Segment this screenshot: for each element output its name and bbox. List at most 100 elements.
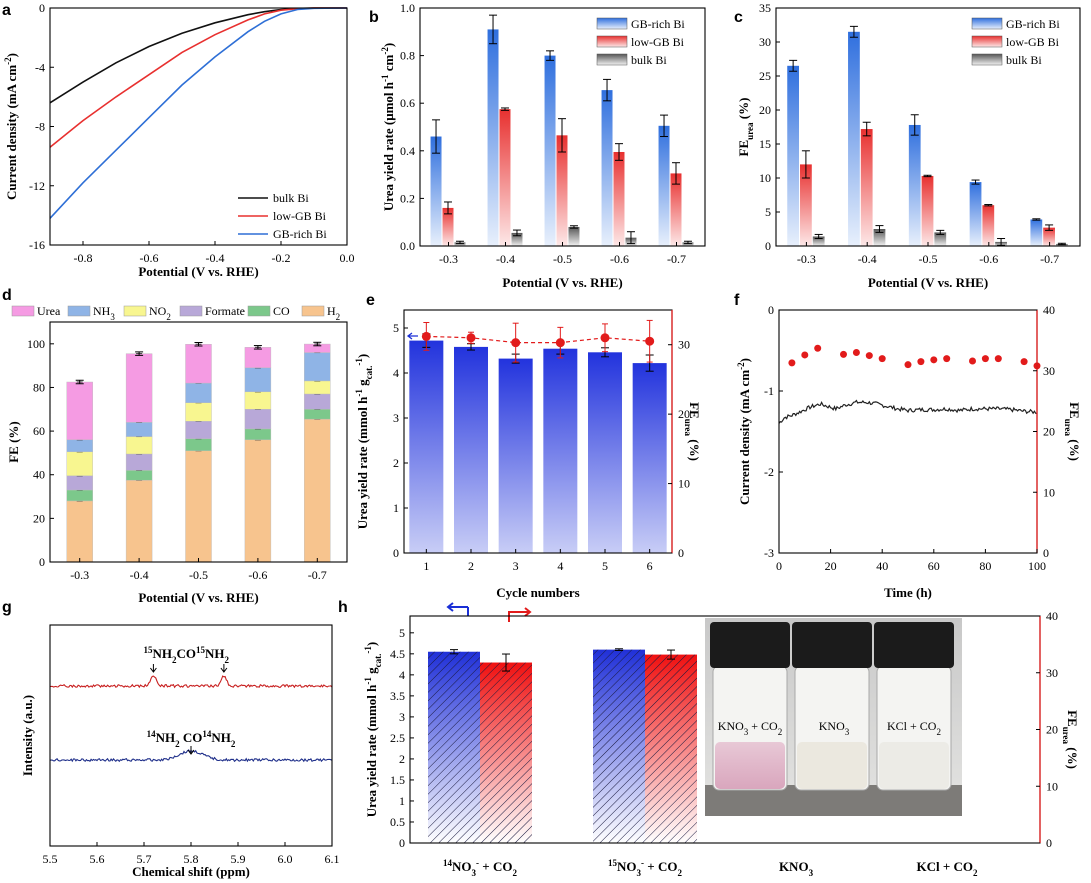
- legend-swatch: [596, 53, 628, 66]
- label-part: 3: [472, 868, 477, 878]
- label-part: + CO: [644, 859, 677, 874]
- bar: [787, 65, 800, 246]
- arrow-down-icon: [220, 664, 228, 673]
- legend-label: GB-rich Bi: [1006, 17, 1060, 31]
- label-part: cm: [381, 55, 396, 75]
- label-part: 15: [608, 858, 618, 868]
- stacked-segment: [125, 422, 153, 437]
- bar: [982, 205, 995, 246]
- x-tick-label: -0.4: [496, 252, 515, 266]
- label-part: Formate: [205, 304, 245, 318]
- label-part: 2: [936, 727, 941, 737]
- label-part: Chemical shift (ppm): [132, 864, 250, 879]
- label-part: 3: [845, 727, 850, 737]
- label-part: -1: [363, 677, 373, 685]
- axis-label: Potential (V vs. RHE): [868, 275, 988, 290]
- bar: [543, 348, 578, 553]
- axis-label: Cycle numbers: [496, 585, 579, 600]
- legend-label: bulk Bi: [273, 191, 309, 205]
- label-part: (%): [1067, 436, 1082, 461]
- y-tick-label: 4.5: [390, 647, 405, 661]
- stacked-segment: [66, 451, 93, 477]
- legend-label: low-GB Bi: [1006, 35, 1060, 49]
- legend-swatch: [596, 35, 628, 48]
- x-tick-label: 4: [557, 559, 563, 573]
- legend-label: Formate: [205, 304, 245, 318]
- label-part: FE: [1067, 402, 1082, 419]
- stacked-segment: [304, 418, 331, 563]
- x-tick-label: -0.4: [858, 252, 877, 266]
- label-part: -1: [380, 74, 390, 82]
- bar: [430, 136, 442, 246]
- fe-point: [981, 355, 989, 363]
- legend-swatch: [971, 35, 1003, 48]
- stacked-segment: [244, 391, 272, 410]
- label-part: 3: [809, 868, 814, 878]
- y-tick-label: 20: [678, 407, 690, 421]
- stacked-segment: [125, 353, 153, 423]
- label-part: Urea yield rate (mmol h: [364, 684, 379, 817]
- x-tick-label: -0.7: [308, 568, 327, 582]
- y-tick-label: 20: [759, 103, 771, 117]
- y-tick-label: 1: [393, 501, 399, 515]
- current-trace: [778, 399, 1037, 424]
- x-tick-label: 5.6: [90, 852, 105, 866]
- axis-label: FEurea (%): [736, 98, 755, 157]
- bar-hatch: [428, 651, 480, 843]
- fe-dashed-line: [426, 335, 650, 344]
- fe-point: [852, 349, 860, 357]
- label-part: NH: [205, 646, 225, 661]
- bar: [499, 109, 511, 247]
- x-tick-label: 5.5: [43, 852, 58, 866]
- stacked-segment: [185, 402, 212, 422]
- y-tick-label: 15: [759, 137, 771, 151]
- bar: [860, 129, 873, 246]
- bar: [632, 363, 667, 553]
- label-part: 2: [225, 655, 230, 665]
- stacked-segment: [244, 428, 272, 441]
- y-tick-label: 0: [1046, 836, 1052, 850]
- stacked-segment: [66, 381, 93, 441]
- label-part: NH: [153, 646, 173, 661]
- label-part: -: [641, 858, 644, 868]
- bar: [613, 151, 625, 246]
- label-part: 2: [172, 655, 177, 665]
- x-tick-label: 15NO3- + CO2: [608, 858, 682, 878]
- y-tick-label: 5: [765, 205, 771, 219]
- fe-point: [878, 355, 886, 363]
- axis-label: Time (h): [884, 585, 932, 600]
- axis-label: Current density (mA cm-2): [736, 358, 752, 505]
- legend-swatch: [971, 17, 1003, 30]
- label-part: 15: [144, 645, 154, 655]
- legend-label: GB-rich Bi: [631, 17, 685, 31]
- legend-swatch: [123, 305, 147, 317]
- bar: [800, 164, 812, 246]
- stacked-segment: [66, 500, 93, 563]
- bar: [934, 232, 947, 246]
- fe-point: [801, 351, 809, 359]
- y-tick-label: 0: [39, 555, 45, 569]
- axis-label: Potential (V vs. RHE): [502, 275, 622, 290]
- y-tick-label: 0.2: [400, 191, 415, 205]
- y-tick-label: 3.5: [390, 689, 405, 703]
- panel-d: -0.3 -0.4 -0.5 -0.6 -0.7 0 20 40 60 80 100 Potentia…: [6, 304, 348, 605]
- panel-label: c: [734, 9, 743, 26]
- y-tick-label: 0.0: [400, 239, 415, 253]
- y-tick-label: 30: [759, 35, 771, 49]
- label-part: cat.: [364, 366, 374, 380]
- stacked-segment: [185, 438, 212, 451]
- label-part: KNO: [779, 859, 809, 874]
- bar: [544, 55, 556, 246]
- label-part: g: [355, 379, 370, 389]
- bar: [556, 135, 568, 246]
- y-tick-label: 2: [393, 456, 399, 470]
- axis-label: Potential (V vs. RHE): [138, 264, 258, 279]
- bar: [487, 29, 499, 247]
- legend-swatch: [301, 305, 325, 317]
- label-part: -2: [736, 362, 746, 370]
- label-part: NO: [149, 304, 167, 318]
- label-part: CO: [180, 730, 203, 745]
- label-part: urea: [1061, 727, 1071, 745]
- bar: [442, 207, 454, 246]
